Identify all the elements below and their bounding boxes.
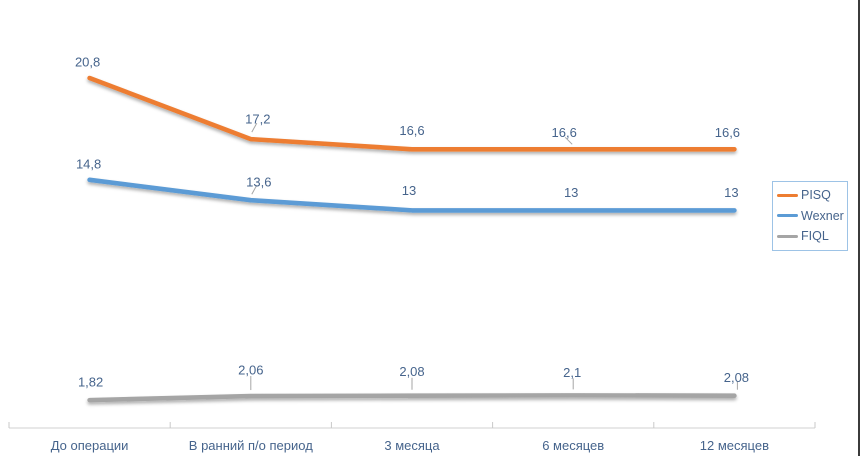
legend-swatch-fiql-icon [777,235,798,239]
svg-text:14,8: 14,8 [76,156,101,171]
svg-text:16,6: 16,6 [399,123,424,138]
svg-text:2,08: 2,08 [724,370,749,385]
legend-swatch-pisq-icon [777,193,798,197]
legend-item-fiql: FIQL [777,230,843,243]
svg-text:2,1: 2,1 [563,365,581,380]
legend-item-pisq: PISQ [777,189,843,202]
svg-text:13: 13 [724,185,738,200]
svg-text:13: 13 [402,183,416,198]
legend-label-pisq: PISQ [801,188,831,203]
svg-text:1,82: 1,82 [78,375,103,390]
screenshot-edge-line [858,0,860,456]
legend-label-wexner: Wexner [801,208,844,223]
svg-text:13: 13 [564,185,578,200]
svg-text:20,8: 20,8 [75,55,100,70]
svg-text:2,08: 2,08 [399,364,424,379]
svg-text:2,06: 2,06 [238,363,263,378]
legend-item-wexner: Wexner [777,208,844,223]
svg-text:13,6: 13,6 [246,175,271,190]
svg-text:16,6: 16,6 [715,125,740,140]
svg-text:17,2: 17,2 [245,112,270,127]
svg-text:16,6: 16,6 [552,125,577,140]
legend: PISQ Wexner FIQL [772,181,848,251]
legend-label-fiql: FIQL [801,229,829,244]
legend-swatch-wexner-icon [777,214,798,218]
